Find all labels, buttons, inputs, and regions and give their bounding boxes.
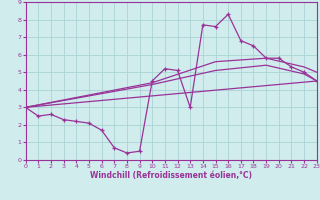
- X-axis label: Windchill (Refroidissement éolien,°C): Windchill (Refroidissement éolien,°C): [90, 171, 252, 180]
